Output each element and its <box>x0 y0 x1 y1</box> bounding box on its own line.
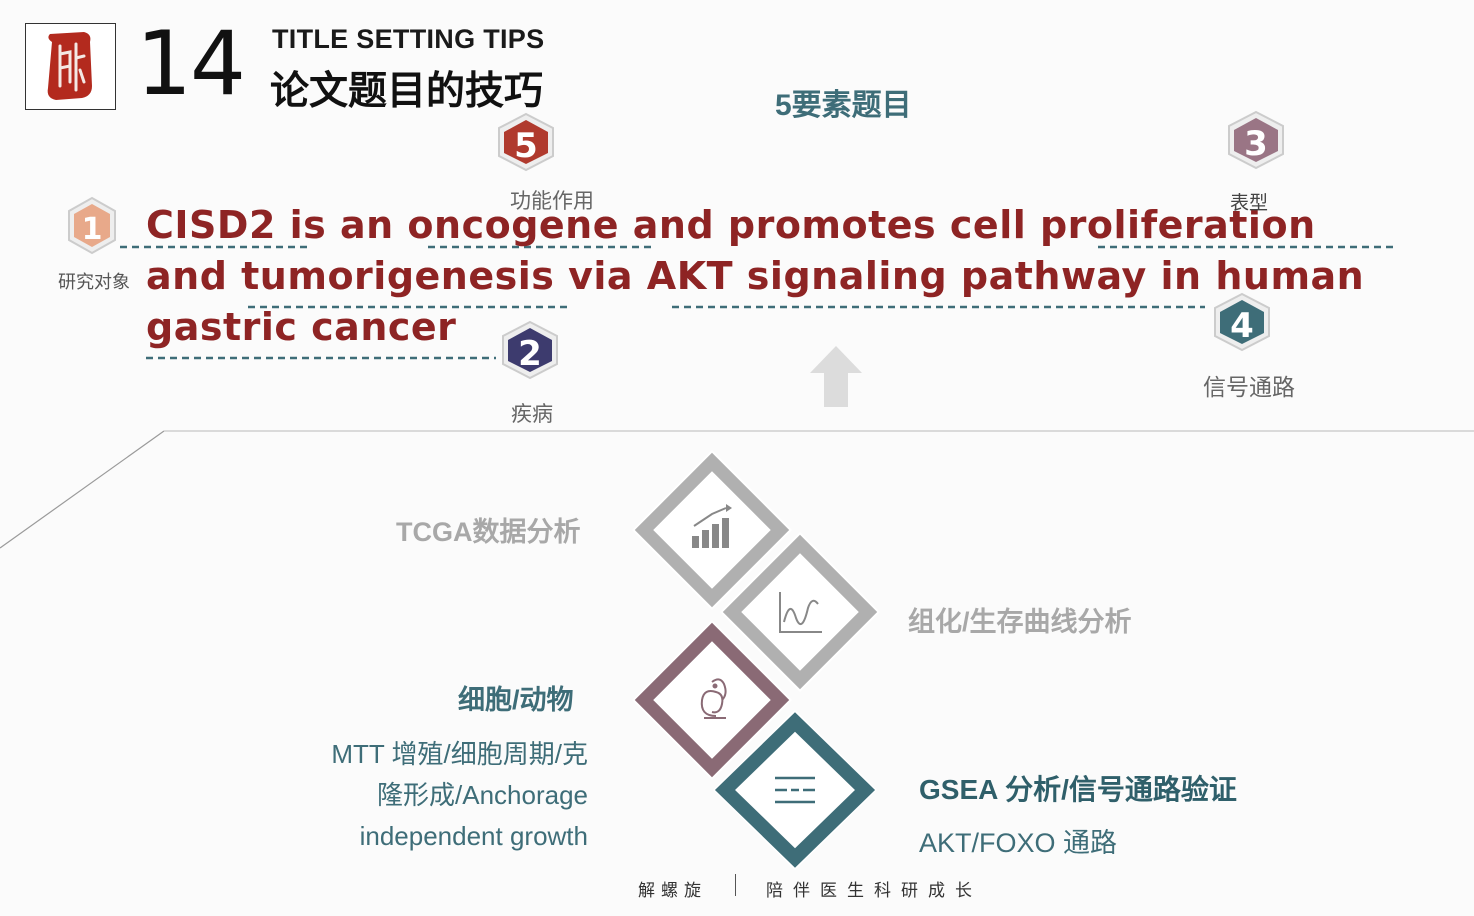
title-english: TITLE SETTING TIPS <box>272 24 545 54</box>
line-chart-icon <box>779 592 822 633</box>
cell-desc-line: 隆形成/Anchorage <box>377 780 588 810</box>
paper-title-line-3: gastric cancer <box>146 302 456 352</box>
footer-separator <box>735 874 736 896</box>
ihc-survival-label: 组化/生存曲线分析 <box>908 607 1132 637</box>
label-function: 功能作用 <box>510 190 594 213</box>
label-signaling-pathway: 信号通路 <box>1203 374 1295 400</box>
hexagon-badge-4: 4 <box>1214 292 1270 352</box>
cell-desc-line: independent growth <box>359 821 588 851</box>
bar-chart-icon <box>692 504 732 548</box>
slide-number: 14 <box>136 12 246 115</box>
connector-text: via <box>554 254 647 298</box>
disease: gastric cancer <box>146 305 457 349</box>
phenotype-2: tumorigenesis <box>241 254 555 298</box>
cell-assay-description: MTT 增殖/细胞周期/克 隆形成/Anchorage independent … <box>300 734 588 857</box>
label-disease: 疾病 <box>511 403 553 426</box>
seal-logo-icon <box>47 32 92 100</box>
title-chinese: 论文题目的技巧 <box>270 70 544 113</box>
akt-foxo-label: AKT/FOXO 通路 <box>919 828 1118 858</box>
connector-text: is an <box>275 203 408 247</box>
signaling-pathway: AKT signaling pathway <box>646 254 1147 298</box>
diamond-ihc <box>720 532 880 692</box>
footer-brand: 解螺旋 <box>638 881 707 900</box>
connector-text: and <box>146 254 242 298</box>
svg-text:2: 2 <box>518 334 542 374</box>
five-elements-heading: 5要素题目 <box>775 89 912 122</box>
hexagon-badge-5: 5 <box>498 112 554 172</box>
svg-text:5: 5 <box>514 126 538 166</box>
gsea-label: GSEA 分析/信号通路验证 <box>919 774 1237 805</box>
label-phenotype: 表型 <box>1230 193 1269 214</box>
research-object: CISD2 <box>146 203 276 247</box>
phenotype: proliferation <box>1039 203 1316 247</box>
hexagon-badge-1: 1 <box>68 196 116 255</box>
function-role: oncogene <box>407 203 620 247</box>
logo <box>25 23 116 110</box>
cell-animal-label: 细胞/动物 <box>458 685 574 715</box>
label-research-object: 研究对象 <box>58 272 130 292</box>
list-icon <box>775 776 815 804</box>
connector-text: in human <box>1146 254 1365 298</box>
diamond-cell <box>632 620 792 780</box>
svg-text:1: 1 <box>82 212 103 247</box>
cell-desc-line: MTT 增殖/细胞周期/克 <box>331 739 588 769</box>
footer-slogan: 陪伴医生科研成长 <box>766 881 982 900</box>
element-underlines <box>120 245 1394 360</box>
tcga-analysis-label: TCGA数据分析 <box>396 517 581 547</box>
connector-text: and promotes cell <box>619 203 1040 247</box>
hexagon-badge-2: 2 <box>502 320 558 380</box>
paper-title-line-2: and tumorigenesis via AKT signaling path… <box>146 251 1364 301</box>
paper-title-line-1: CISD2 is an oncogene and promotes cell p… <box>146 200 1316 250</box>
svg-text:4: 4 <box>1230 306 1254 346</box>
up-arrow-icon <box>810 346 862 407</box>
hexagon-badge-3: 3 <box>1228 110 1284 170</box>
svg-text:3: 3 <box>1244 124 1268 164</box>
squirrel-icon <box>700 678 727 719</box>
